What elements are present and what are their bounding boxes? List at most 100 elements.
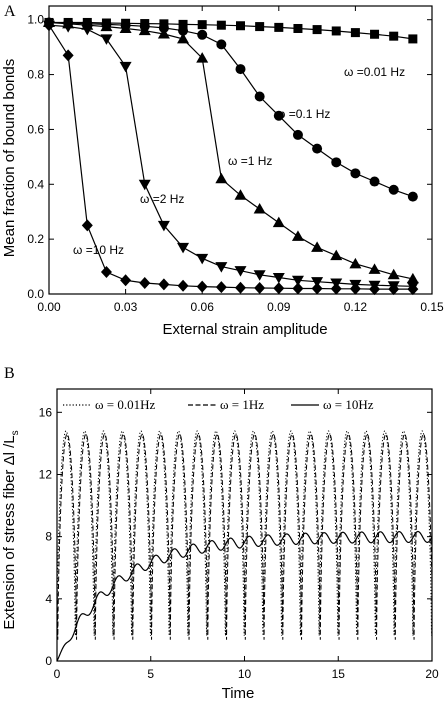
panel-b-legend-label-1hz: ω = 1Hz	[220, 397, 264, 412]
panel-b-xtick-label: 0	[54, 667, 61, 681]
panel-a-point-square	[331, 26, 341, 36]
panel-a-xtick-label: 0.03	[114, 300, 138, 314]
panel-a-point-circle	[235, 64, 246, 75]
panel-a-point-triangle-up	[311, 241, 324, 252]
panel-a-point-triangle-up	[196, 52, 209, 63]
panel-a-point-triangle-down	[177, 242, 190, 254]
panel-a-xlabel: External strain amplitude	[162, 321, 327, 338]
panel-a-point-triangle-down	[100, 34, 113, 45]
panel-a-point-square	[216, 20, 226, 30]
panel-a-point-circle	[331, 157, 342, 168]
panel-a-xtick-label: 0.00	[37, 300, 61, 314]
panel-a-point-triangle-down	[81, 24, 94, 36]
panel-a-point-diamond	[100, 266, 112, 279]
panel-b-ytick-label: 12	[39, 467, 53, 481]
panel-a-point-triangle-down	[196, 253, 209, 265]
panel-a-ytick-label: 0.6	[27, 122, 44, 136]
panel-a-point-triangle-up	[253, 202, 266, 214]
panel-a-ytick-label: 0.8	[27, 68, 44, 82]
panel-a-point-triangle-up	[234, 189, 247, 200]
panel-a-point-square	[389, 31, 399, 41]
panel-a-xtick-label: 0.06	[191, 300, 215, 314]
panel-a-point-triangle-down	[311, 277, 324, 288]
panel-a-point-diamond	[215, 281, 227, 294]
panel-a-point-triangle-up	[272, 216, 285, 228]
panel-a-xtick-label: 0.12	[344, 300, 368, 314]
panel-a-point-triangle-up	[119, 22, 132, 33]
panel-a-point-diamond	[388, 283, 400, 296]
panel-a-point-diamond	[81, 219, 93, 232]
panel-a-point-triangle-down	[157, 220, 170, 232]
panel-a-point-circle	[178, 25, 189, 36]
panel-a-label: A	[4, 3, 16, 20]
panel-a-point-triangle-up	[349, 257, 362, 269]
panel-a-point-triangle-up	[100, 20, 113, 32]
panel-b-legend-label-0.01hz: ω = 0.01Hz	[95, 397, 156, 412]
panel-a-annotation: ω =10 Hz	[73, 243, 124, 257]
panel-a-point-triangle-up	[368, 263, 381, 274]
panel-a-point-triangle-up	[177, 32, 190, 44]
panel-b-ylabel: Extension of stress fiber Δl /Ls	[1, 430, 21, 629]
panel-b-label: B	[4, 365, 15, 382]
panel-a-point-diamond	[254, 281, 266, 294]
panel-a-point-triangle-up	[330, 249, 343, 261]
panel-a-point-diamond	[177, 279, 189, 292]
panel-a-point-circle	[388, 184, 399, 195]
panel-b-xtick-label: 20	[425, 667, 439, 681]
panel-a-point-diamond	[292, 282, 304, 295]
panel-a-point-triangle-down	[138, 179, 151, 191]
panel-a-point-circle	[350, 168, 361, 179]
panel-b-ytick-label: 8	[45, 530, 52, 544]
panel-a-xtick-label: 0.09	[267, 300, 291, 314]
panel-a-point-triangle-down	[62, 22, 75, 33]
panel-a-point-square	[370, 29, 380, 39]
panel-a-frame	[48, 5, 433, 295]
panel-a-ytick-label: 0.2	[27, 232, 44, 246]
panel-a-point-circle	[216, 39, 227, 50]
panel-a-point-square	[350, 28, 360, 38]
panel-b-xlabel: Time	[222, 685, 255, 702]
panel-b-axes: 0 5 10 15 20 0 4 8 12 16 ω = 0.01Hz ω = 1Hz ω = 10Hz	[39, 388, 439, 681]
panel-a-annotation: ω =1 Hz	[228, 154, 272, 168]
panel-b-ytick-label: 4	[45, 592, 52, 606]
panel-a-point-circle	[407, 191, 418, 202]
panel-a-point-diamond	[62, 49, 74, 62]
panel-a-ytick-label: 0.0	[27, 287, 44, 301]
panel-a-point-diamond	[330, 282, 342, 295]
panel-a-point-triangle-up	[157, 27, 170, 39]
panel-a-series-line-triangle-up	[48, 21, 413, 280]
panel-a-point-diamond	[158, 278, 170, 291]
panel-b-ytick-label: 16	[39, 405, 53, 419]
panel-a-point-triangle-down	[119, 61, 132, 73]
panel-a-point-diamond	[369, 283, 381, 296]
panel-a-point-diamond	[407, 283, 419, 296]
panel-a-point-triangle-up	[387, 268, 400, 280]
panel-a-point-circle	[312, 143, 323, 154]
panel-a-point-triangle-down	[215, 262, 228, 273]
panel-a-point-triangle-up	[406, 272, 419, 284]
panel-a-annotation: ω =0.1 Hz	[276, 107, 330, 121]
panel-a-xtick-label: 0.15	[420, 300, 444, 314]
panel-a-ylabel: Mean fraction of bound bonds	[1, 59, 18, 257]
panel-a-point-diamond	[139, 277, 151, 290]
panel-a-point-square	[293, 23, 303, 33]
panel-a-point-square	[274, 22, 284, 32]
panel-a-ytick-label: 1.0	[27, 13, 44, 27]
panel-a-point-diamond	[120, 274, 132, 287]
panel-b-series-line-10hz	[56, 530, 433, 662]
panel-a-point-diamond	[273, 282, 285, 295]
panel-a-point-diamond	[196, 280, 208, 293]
panel-a-point-diamond	[349, 282, 361, 295]
panel-a-annotation: ω =2 Hz	[140, 192, 184, 206]
panel-b-xtick-label: 5	[147, 667, 154, 681]
panel-a-point-triangle-up	[215, 172, 228, 184]
panel-a-point-diamond	[235, 281, 246, 294]
panel-a-point-square	[178, 19, 188, 29]
panel-a-point-triangle-down	[234, 266, 247, 277]
panel-b-ylabel-sub: s	[10, 430, 21, 435]
panel-a-point-circle	[158, 22, 169, 33]
panel-a-point-square	[197, 20, 207, 30]
panel-b-xtick-label: 10	[238, 667, 252, 681]
panel-b-ylabel-main: Extension of stress fiber Δl /L	[1, 435, 18, 629]
